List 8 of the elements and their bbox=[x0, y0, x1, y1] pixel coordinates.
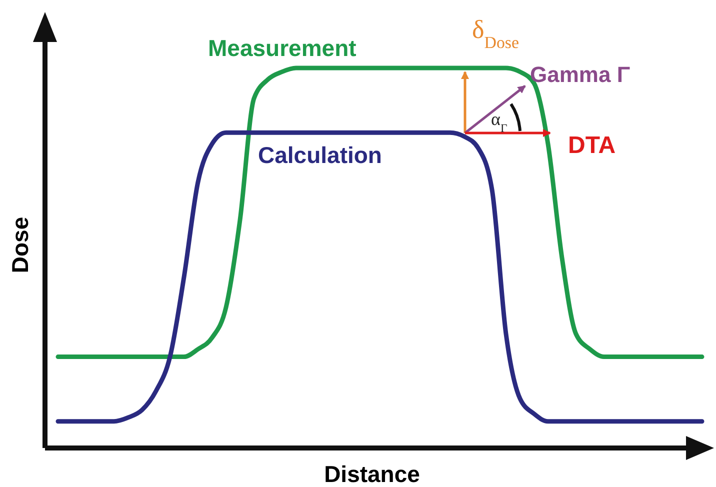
annotation: Gamma Γ bbox=[530, 62, 630, 87]
series-label: Measurement bbox=[208, 35, 357, 61]
x-axis-title: Distance bbox=[324, 461, 420, 487]
text: δ$_{Dose}$ bbox=[472, 15, 519, 52]
series-label: Calculation bbox=[258, 142, 382, 168]
y-axis-title: Dose bbox=[7, 216, 33, 274]
annotation: α$_{Γ}$ bbox=[491, 109, 508, 134]
annotation: DTA bbox=[568, 132, 616, 159]
